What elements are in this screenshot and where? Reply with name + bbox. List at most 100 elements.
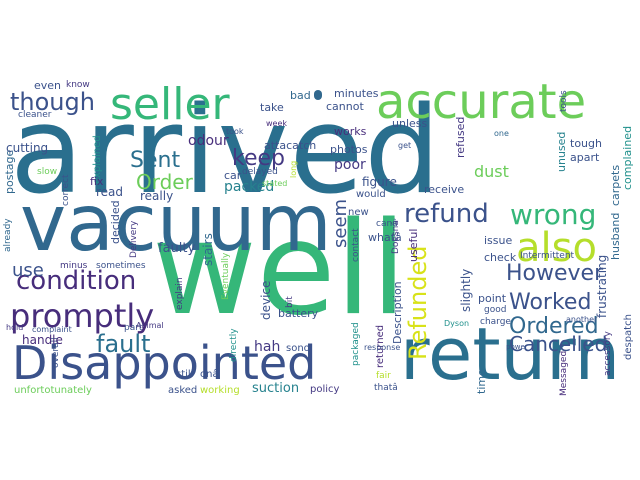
word-postage: postage [3, 149, 16, 194]
word-issue: issue [484, 234, 513, 247]
word-slightly: slightly [459, 268, 473, 312]
word-dust: dust [474, 162, 509, 181]
word-unless: unless [392, 117, 428, 130]
word-seller: seller [110, 79, 230, 130]
word-charge: charge [480, 317, 511, 327]
word-keep: keep [232, 146, 285, 171]
word-carpets: carpets [609, 164, 622, 206]
word-complained: complained [621, 125, 634, 190]
word-dyson: Dyson [444, 319, 470, 328]
word-return: return [400, 312, 621, 396]
word-attacatch: attacatch [264, 139, 317, 152]
word-stairs: stairs [201, 233, 215, 266]
word-refused: refused [454, 116, 467, 158]
word-delayed: delayed [242, 167, 278, 177]
word-correct: correct [61, 174, 71, 206]
word-useful: useful [407, 228, 420, 262]
word-ona: onâ [200, 369, 219, 380]
word-hah: hah [254, 339, 281, 355]
word-delivery: Delivery [129, 220, 139, 258]
word-minutes: minutes [334, 87, 379, 100]
word-handle: handle [22, 333, 63, 347]
word-packaged: packaged [351, 322, 361, 366]
word-thata: thatâ [374, 383, 398, 393]
word-minus: minus [60, 261, 88, 271]
word-odour: odour [188, 133, 229, 149]
word-packed: packed [224, 179, 275, 195]
word-disappointed: Disappointed [12, 336, 317, 390]
word-even: even [34, 79, 62, 92]
word-sometimes: sometimes [96, 261, 146, 271]
word-though: though [10, 88, 95, 116]
word-cannot: cannot [326, 100, 364, 113]
word-cancelled: Cancelled [509, 332, 608, 356]
word-description: Description [391, 281, 404, 344]
word-figure: figure [362, 175, 397, 189]
word-took: took [226, 127, 244, 136]
word-photos: photos [330, 143, 368, 156]
word-messaged: Messaged [559, 350, 569, 396]
word-week: week [266, 119, 288, 128]
word-fair: fair [376, 371, 391, 381]
word-also: also [516, 225, 597, 271]
word-fault: fault [96, 330, 151, 358]
word-policy: policy [310, 384, 340, 395]
word-refunded: Refunded [404, 245, 432, 360]
word-asked: asked [168, 385, 198, 396]
word-one: one [494, 129, 509, 138]
word-ordered: Ordered [509, 314, 599, 339]
word-tools: tools [559, 90, 569, 112]
word-long: long [289, 160, 298, 178]
word-part: part [124, 323, 143, 333]
word-bad: bad [290, 89, 311, 102]
word-power: power [506, 343, 528, 351]
word-unused: unused [555, 131, 568, 172]
word-cleaner: cleaner [18, 110, 52, 120]
word-suction: suction [252, 381, 300, 396]
word-fix: fix [90, 175, 104, 188]
word-animal: Animal [136, 321, 164, 330]
word-wrong: wrong [510, 198, 597, 231]
word-unfortotunately: unfortotunately [14, 385, 92, 396]
word-directly: directly [229, 328, 239, 362]
word-tough: tough [570, 137, 602, 150]
word-response: response [364, 343, 401, 352]
word-promptly: promptly [10, 297, 155, 335]
word-good: good [484, 305, 507, 315]
word-explain: explain [175, 277, 185, 310]
word-condition: condition [16, 266, 137, 296]
word-vacuum: vacuum [20, 179, 332, 269]
word-sono: sono [286, 343, 310, 354]
word-slow: slow [37, 167, 58, 177]
word-car: car [224, 169, 242, 182]
word-stated: stated [262, 179, 288, 188]
word-complaint: complaint [32, 325, 72, 334]
word-intermittent: Intermittent [520, 251, 575, 261]
word-device: device [259, 280, 273, 320]
word-would: would [356, 189, 386, 200]
word-decided: decided [109, 200, 122, 244]
word-cutting: cutting [6, 141, 49, 155]
word-get: get [398, 141, 412, 150]
word-read: read [96, 185, 124, 199]
word-poor: poor [334, 157, 366, 173]
word-worked: Worked [509, 290, 592, 315]
word-despatch: despatch [623, 314, 634, 360]
word-receive: receive [424, 183, 465, 196]
word-refund: refund [404, 199, 489, 229]
word-accurate: accurate [376, 74, 587, 130]
word-know: know [66, 80, 90, 90]
word-cana: canâ [376, 219, 398, 229]
word-frustrating: frustrating [595, 254, 609, 318]
word-another: another [566, 315, 598, 324]
word-hold: hold [6, 323, 24, 332]
word-works: works [334, 125, 367, 138]
word-battery: battery [278, 307, 319, 320]
word-contact: contact [351, 228, 361, 262]
word-whata: whatâ [368, 231, 402, 244]
word-husband: husband [609, 212, 622, 260]
word-however: However [506, 261, 604, 286]
word-really: really [140, 189, 174, 203]
word-well: well [152, 195, 407, 344]
